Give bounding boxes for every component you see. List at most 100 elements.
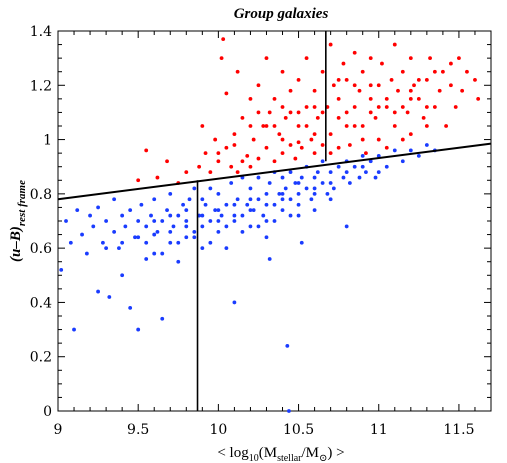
blue-point [184, 235, 189, 240]
blue-point [288, 170, 293, 175]
blue-point [184, 224, 189, 229]
red-point [219, 56, 224, 61]
red-point [465, 69, 469, 74]
red-point [424, 124, 429, 128]
y-tick-label: 0.6 [30, 241, 52, 257]
red-point [432, 105, 437, 109]
blue-point [267, 257, 272, 261]
blue-point [424, 143, 429, 147]
blue-point [152, 197, 157, 202]
blue-point [331, 186, 336, 191]
red-point [380, 61, 384, 66]
blue-point [376, 170, 381, 175]
blue-point [208, 186, 213, 191]
blue-point [392, 148, 397, 153]
blue-point [80, 232, 84, 237]
red-point [368, 110, 373, 115]
blue-point [288, 197, 293, 202]
blue-point [336, 164, 341, 169]
red-point [312, 105, 317, 109]
red-point [392, 42, 397, 47]
blue-point [120, 240, 125, 245]
blue-point [312, 186, 317, 191]
blue-point [296, 181, 301, 185]
red-point [280, 69, 285, 74]
blue-point [232, 219, 237, 223]
red-point [264, 56, 269, 61]
blue-point [219, 213, 224, 218]
blue-point [240, 213, 245, 218]
red-point [283, 115, 288, 120]
red-point [224, 91, 229, 96]
blue-point [287, 409, 291, 413]
blue-point [256, 224, 261, 229]
red-point [248, 124, 253, 128]
red-point [240, 115, 245, 120]
red-point [440, 69, 445, 74]
red-point [392, 110, 397, 115]
red-point [320, 110, 325, 115]
red-point [408, 132, 413, 137]
blue-point [152, 251, 157, 256]
red-point [293, 156, 298, 161]
red-point [197, 164, 202, 169]
blue-point [376, 153, 381, 158]
red-point [416, 96, 421, 101]
blue-point [400, 159, 405, 164]
blue-point [91, 224, 96, 229]
blue-point [96, 205, 100, 210]
blue-point [264, 235, 269, 240]
blue-point [59, 267, 64, 272]
blue-point [360, 164, 365, 169]
blue-point [176, 240, 181, 245]
y-tick-label: 1.2 [30, 78, 52, 94]
red-point [336, 96, 341, 101]
blue-point [213, 208, 218, 213]
x-tick-label: 9 [54, 422, 63, 438]
red-point [352, 124, 357, 128]
blue-point [364, 170, 368, 175]
blue-point [72, 327, 76, 332]
red-point [364, 151, 368, 156]
blue-point [160, 251, 165, 256]
red-point [328, 42, 333, 47]
blue-point [136, 219, 141, 223]
red-point [256, 156, 261, 161]
red-point [304, 56, 309, 61]
red-point [312, 151, 317, 156]
red-point [256, 83, 261, 88]
blue-point [101, 240, 105, 245]
blue-point [216, 229, 221, 234]
red-point [155, 175, 160, 180]
red-point [449, 61, 453, 66]
red-point [384, 96, 389, 101]
red-point [336, 115, 341, 120]
blue-point [264, 191, 269, 196]
red-point [352, 83, 357, 88]
blue-point [104, 246, 109, 251]
x-tick-label: 10.5 [283, 422, 314, 438]
blue-point [136, 235, 141, 240]
red-point [299, 145, 304, 150]
red-point [449, 83, 453, 88]
blue-point [245, 202, 250, 207]
blue-point [184, 208, 189, 213]
blue-point [408, 148, 413, 153]
red-point [264, 145, 269, 150]
red-point [428, 56, 432, 61]
red-point [328, 151, 333, 156]
blue-point [144, 257, 149, 261]
red-point [296, 140, 301, 145]
y-axis-label: (u–B)rest frame [8, 180, 28, 262]
red-point [200, 124, 205, 128]
blue-point [192, 186, 197, 191]
red-point [272, 124, 277, 128]
blue-point [256, 197, 261, 202]
blue-point [192, 235, 197, 240]
blue-point [171, 224, 176, 229]
red-point [136, 178, 141, 183]
red-point [203, 151, 208, 156]
red-point [256, 110, 261, 115]
blue-point [283, 186, 288, 191]
red-point [421, 115, 426, 120]
